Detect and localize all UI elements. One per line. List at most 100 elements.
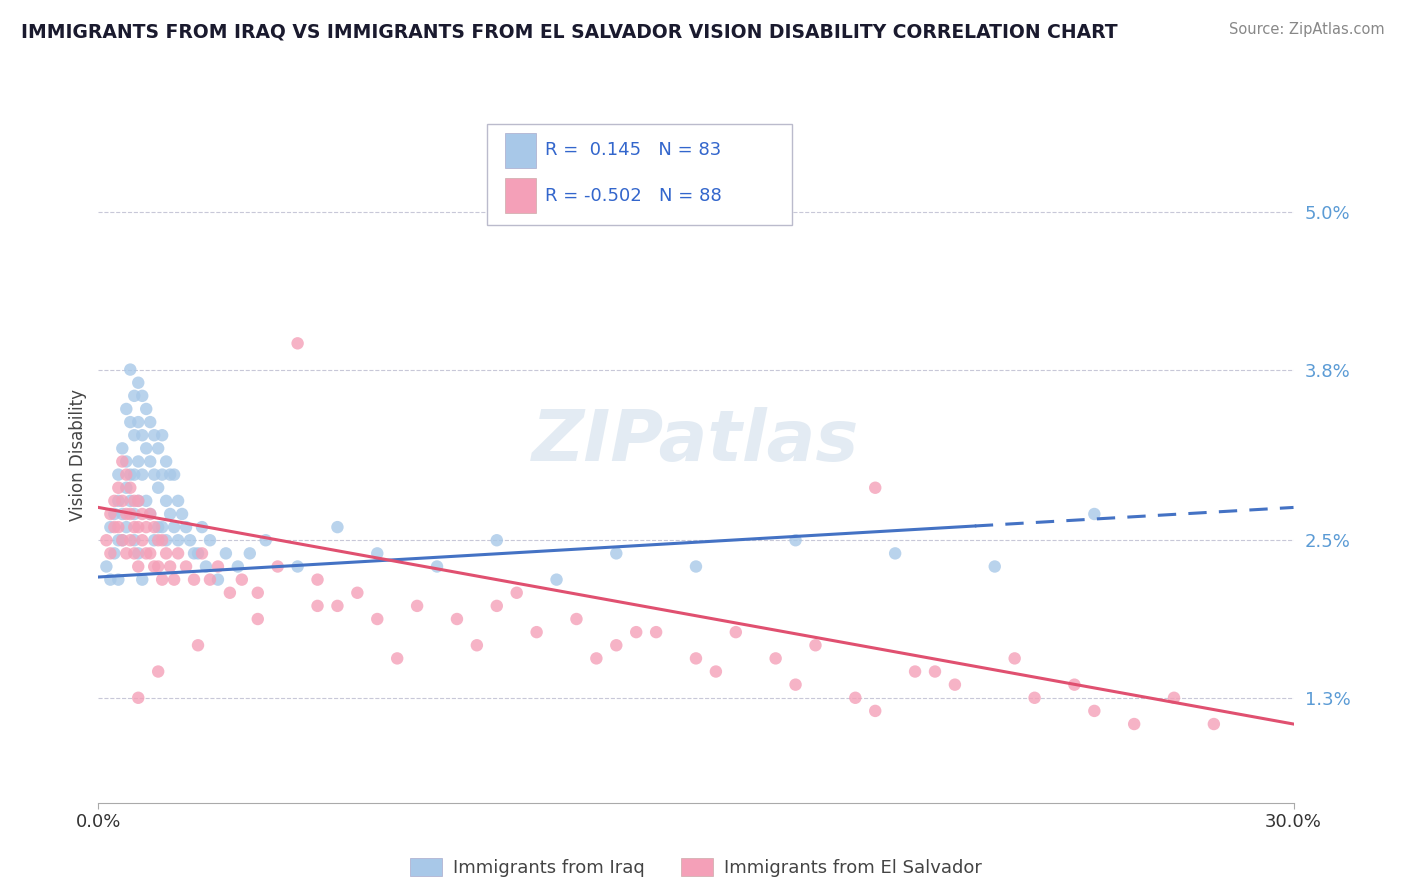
Point [103, 494, 125, 508]
Point [159, 507, 181, 521]
Point [127, 690, 149, 705]
Point [446, 612, 468, 626]
Point [406, 599, 429, 613]
Point [148, 665, 170, 679]
Point [115, 454, 138, 468]
Point [150, 573, 173, 587]
Point [863, 481, 887, 495]
Point [100, 507, 122, 521]
Point [565, 612, 588, 626]
Point [150, 533, 173, 548]
Point [366, 546, 388, 560]
Point [143, 520, 166, 534]
Point [984, 559, 1007, 574]
Point [207, 559, 229, 574]
Point [884, 546, 907, 560]
Point [385, 651, 409, 665]
Point [115, 507, 138, 521]
Point [131, 573, 153, 587]
Point [167, 494, 190, 508]
Point [506, 586, 529, 600]
Point [127, 546, 149, 560]
Point [187, 546, 209, 560]
Point [124, 389, 146, 403]
Point [107, 467, 129, 482]
Point [239, 546, 262, 560]
Point [626, 625, 648, 640]
Point [111, 442, 134, 456]
Point [179, 533, 201, 548]
Point [115, 546, 138, 560]
Point [219, 586, 242, 600]
Point [124, 520, 146, 534]
Point [120, 362, 142, 376]
Point [465, 638, 488, 652]
Point [605, 638, 627, 652]
Point [246, 586, 269, 600]
Point [111, 507, 134, 521]
Point [139, 507, 162, 521]
Point [139, 454, 162, 468]
Point [226, 559, 249, 574]
Point [844, 690, 866, 705]
Point [172, 507, 194, 521]
Point [143, 467, 166, 482]
Text: IMMIGRANTS FROM IRAQ VS IMMIGRANTS FROM EL SALVADOR VISION DISABILITY CORRELATIO: IMMIGRANTS FROM IRAQ VS IMMIGRANTS FROM … [21, 22, 1118, 41]
Point [605, 546, 627, 560]
Point [127, 520, 149, 534]
Point [124, 533, 146, 548]
Point [167, 533, 190, 548]
Point [143, 428, 166, 442]
Point [1123, 717, 1146, 731]
Point [131, 428, 153, 442]
Point [904, 665, 927, 679]
Point [135, 546, 157, 560]
Y-axis label: Vision Disability: Vision Disability [69, 389, 87, 521]
Point [124, 546, 146, 560]
Point [115, 481, 138, 495]
Text: R = -0.502   N = 88: R = -0.502 N = 88 [544, 186, 721, 204]
Point [231, 573, 253, 587]
Point [131, 533, 153, 548]
Point [526, 625, 548, 640]
Point [96, 533, 118, 548]
Point [127, 559, 149, 574]
Point [150, 520, 173, 534]
Point [159, 467, 181, 482]
Point [135, 494, 157, 508]
Point [135, 401, 157, 416]
Point [207, 573, 229, 587]
Point [120, 494, 142, 508]
Point [103, 520, 125, 534]
Point [183, 573, 205, 587]
Point [150, 467, 173, 482]
Point [115, 467, 138, 482]
Point [127, 376, 149, 390]
Point [426, 559, 449, 574]
Point [111, 454, 134, 468]
Point [159, 559, 181, 574]
Point [148, 520, 170, 534]
Point [127, 494, 149, 508]
Point [155, 546, 177, 560]
Point [1024, 690, 1046, 705]
Point [685, 651, 707, 665]
Point [127, 454, 149, 468]
Point [107, 573, 129, 587]
Point [150, 428, 173, 442]
Point [863, 704, 887, 718]
Point [267, 559, 290, 574]
Point [111, 533, 134, 548]
Point [307, 599, 329, 613]
Point [107, 494, 129, 508]
Point [96, 559, 118, 574]
Point [704, 665, 727, 679]
Point [139, 415, 162, 429]
Point [198, 533, 221, 548]
Point [148, 533, 170, 548]
Point [148, 481, 170, 495]
Point [127, 415, 149, 429]
Point [1004, 651, 1026, 665]
Point [1083, 704, 1105, 718]
Point [785, 678, 807, 692]
